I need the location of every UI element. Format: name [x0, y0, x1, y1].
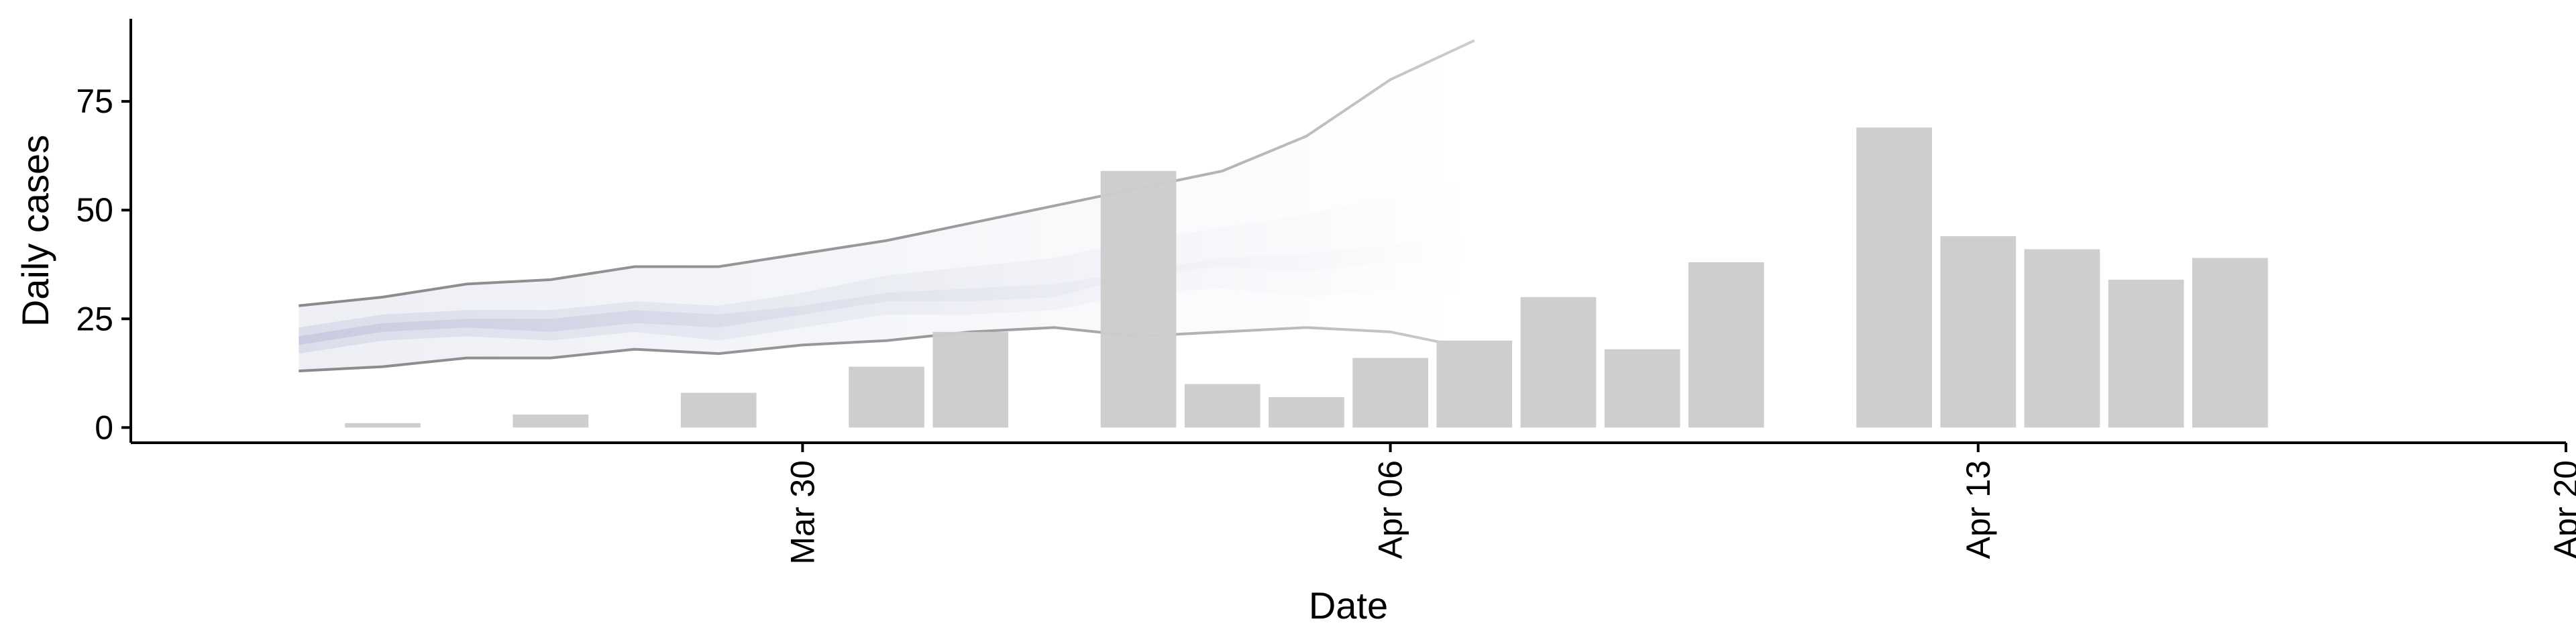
bar-2020-04-08 [1520, 297, 1597, 428]
bar-2020-04-14 [2024, 249, 2100, 428]
lower-bound-line [299, 326, 1475, 372]
bar-2020-03-29 [680, 392, 757, 428]
bars [345, 127, 2268, 428]
bar-2020-04-04 [1184, 384, 1260, 428]
y-tick-label-25: 25 [76, 300, 113, 337]
bar-2020-04-15 [2108, 279, 2184, 428]
bar-2020-03-27 [513, 414, 589, 428]
bar-2020-04-07 [1436, 340, 1513, 428]
bar-2020-04-12 [1856, 127, 1932, 428]
estimate-bands [299, 39, 1475, 372]
y-tick-label-0: 0 [95, 409, 113, 446]
y-ticks: 0 25 50 75 [76, 83, 131, 446]
bar-2020-03-25 [345, 423, 421, 428]
bar-2020-04-01 [932, 331, 1009, 428]
y-axis-title: Daily cases [14, 135, 56, 327]
bar-2020-04-16 [2192, 258, 2268, 428]
bar-2020-04-13 [1940, 236, 2017, 428]
y-tick-label-50: 50 [76, 191, 113, 229]
bar-2020-03-31 [849, 366, 924, 428]
band-inner [299, 236, 1474, 345]
x-axis-title: Date [1309, 584, 1388, 627]
x-tick-label-2020-04-20: Apr 20 [2547, 460, 2576, 559]
x-ticks: Mar 30 Apr 06 Apr 13 Apr 20 [784, 443, 2576, 565]
x-tick-label-2020-03-30: Mar 30 [784, 460, 821, 565]
x-tick-label-2020-04-06: Apr 06 [1372, 460, 1409, 559]
bar-2020-04-06 [1352, 358, 1428, 428]
upper-bound-line [299, 39, 1475, 307]
y-tick-label-75: 75 [76, 83, 113, 120]
bar-2020-04-09 [1604, 349, 1680, 428]
bar-2020-04-10 [1688, 262, 1764, 428]
axes [129, 19, 2566, 444]
bar-2020-04-05 [1269, 396, 1344, 428]
bar-2020-04-03 [1100, 170, 1177, 428]
band-middle [299, 179, 1474, 354]
x-tick-label-2020-04-13: Apr 13 [1960, 460, 1997, 559]
